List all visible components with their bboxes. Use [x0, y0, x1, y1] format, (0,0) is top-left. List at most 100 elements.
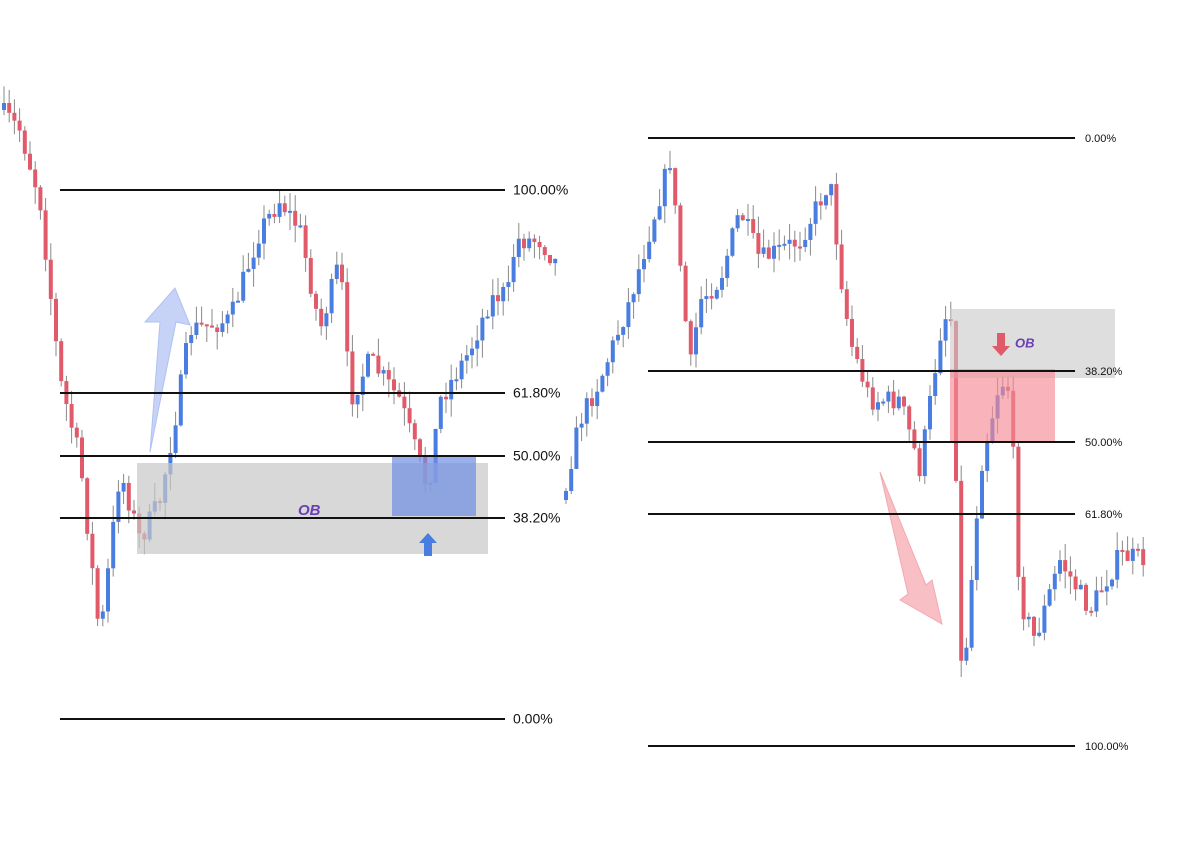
candle-body [907, 406, 912, 430]
candle-body [516, 238, 521, 257]
candle-body [204, 324, 209, 327]
candle-body [1104, 586, 1109, 592]
fib-label: 61.80% [513, 385, 560, 401]
candle-body [381, 370, 386, 374]
candle-body [709, 296, 714, 299]
candle-body [522, 238, 526, 249]
candle-body [1115, 549, 1120, 580]
candle-body [1026, 616, 1031, 620]
candle-body [662, 168, 667, 207]
candle-body [1016, 446, 1021, 577]
candle-body [673, 168, 678, 206]
candle-body [69, 404, 74, 428]
candle-body [542, 247, 547, 255]
candle-body [459, 360, 464, 380]
candle-body [595, 391, 600, 407]
candle-body [314, 293, 318, 309]
candle-body [626, 302, 631, 328]
candle-body [574, 427, 579, 469]
candle-body [1094, 590, 1099, 612]
candle-body [293, 210, 298, 226]
candle-body [178, 374, 183, 426]
candle-body [480, 317, 485, 341]
candle-body [267, 213, 272, 219]
fib-label: 61.80% [1085, 509, 1123, 521]
candle-body [319, 308, 324, 327]
fib-label: 50.00% [513, 448, 560, 464]
up-arrow [143, 287, 191, 453]
candle-body [334, 264, 339, 279]
fib-label: 100.00% [1085, 741, 1129, 753]
candle-body [303, 225, 308, 258]
ob-label: OB [298, 502, 321, 519]
candle-body [917, 448, 922, 477]
small-up-arrow [419, 533, 437, 556]
candle-body [964, 647, 969, 661]
candle-body [912, 429, 917, 449]
candle-body [642, 259, 646, 270]
candle-body [490, 295, 495, 317]
candle-body [210, 325, 214, 328]
candle-body [922, 429, 927, 477]
candle-body [1120, 549, 1125, 552]
candle-body [1052, 573, 1057, 590]
candle-body [969, 579, 974, 648]
candle-body [1084, 584, 1088, 611]
candle-body [553, 258, 558, 264]
candle-body [881, 401, 886, 404]
candle-body [933, 373, 938, 397]
candle-body [464, 355, 469, 361]
candle-body [865, 381, 870, 388]
candle-body [564, 490, 568, 500]
candle-body [808, 223, 813, 240]
candle-body [74, 427, 79, 438]
candle-body [116, 491, 121, 522]
candle-body [277, 203, 282, 217]
candle-body [824, 195, 828, 206]
candle-body [199, 322, 204, 325]
candle-body [225, 314, 230, 324]
candle-body [792, 239, 797, 247]
candle-body [896, 396, 901, 409]
candle-body [532, 238, 537, 242]
fib-label: 100.00% [513, 182, 568, 198]
candle-body [340, 264, 344, 283]
entry-zone [950, 369, 1055, 441]
candle-body [818, 201, 823, 206]
candle-body [80, 437, 84, 479]
candle-body [1073, 576, 1078, 590]
candle-body [412, 423, 417, 440]
candle-body [730, 228, 735, 256]
candle-body [1037, 632, 1042, 636]
candle-body [938, 340, 943, 374]
candle-body [704, 296, 709, 300]
candle-body [1047, 589, 1052, 606]
candle-body [694, 327, 698, 355]
candle-body [1032, 616, 1036, 636]
candle-body [1058, 560, 1062, 574]
candle-body [751, 219, 756, 233]
small-down-arrow [992, 333, 1010, 356]
candle-body [17, 120, 22, 131]
candle-body [1130, 548, 1135, 561]
candle-body [184, 343, 188, 375]
candle-body [392, 379, 396, 391]
fib-label: 38.20% [1085, 366, 1123, 378]
fib-label: 0.00% [1085, 133, 1116, 145]
ob-label: OB [1015, 335, 1035, 350]
candle-body [839, 244, 844, 290]
candle-body [132, 510, 136, 514]
candle-body [1042, 605, 1047, 633]
candle-body [1099, 590, 1104, 593]
candle-body [636, 269, 641, 295]
candle-body [886, 391, 891, 402]
candle-body [1063, 560, 1068, 572]
candle-body [308, 257, 313, 294]
candle-body [683, 265, 688, 322]
candle-body [288, 210, 292, 213]
candle-body [189, 335, 194, 344]
candle-body [215, 327, 220, 333]
candle-body [38, 187, 43, 211]
candle-body [714, 289, 719, 299]
candle-body [647, 241, 652, 260]
